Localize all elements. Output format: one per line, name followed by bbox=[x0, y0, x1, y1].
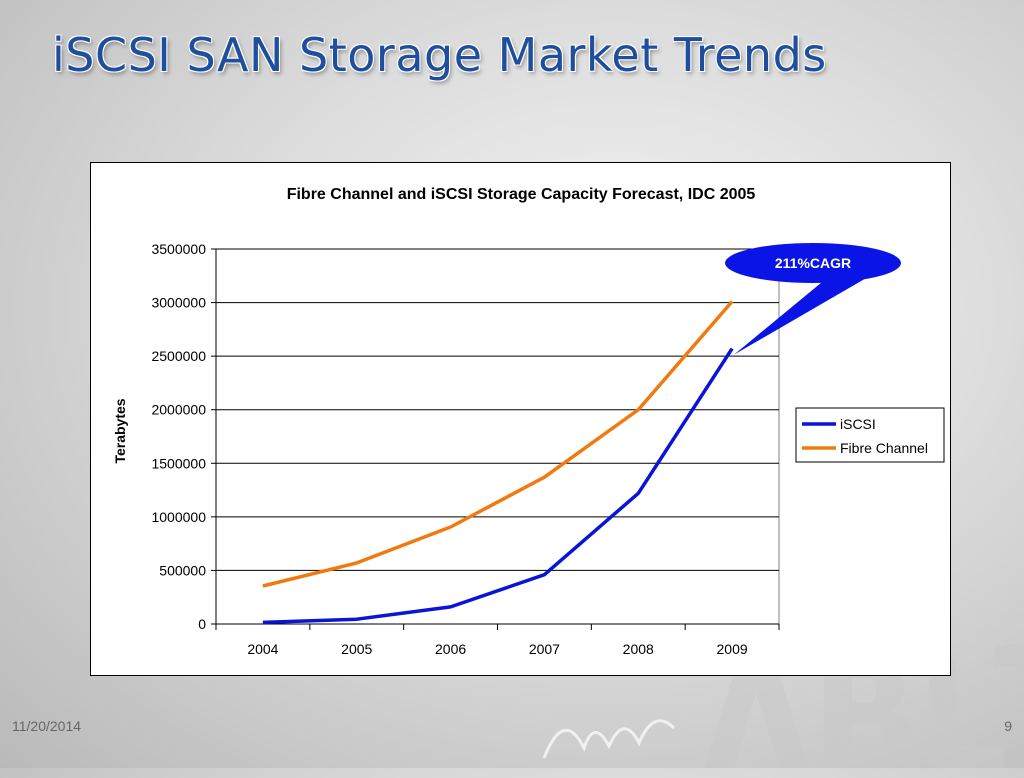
legend-entry: Fibre Channel bbox=[840, 440, 928, 456]
series-lines bbox=[262, 300, 734, 625]
legend-entry: iSCSI bbox=[840, 416, 876, 432]
y-tick-label: 2500000 bbox=[151, 348, 206, 364]
line-chart: Fibre Channel and iSCSI Storage Capacity… bbox=[112, 186, 945, 657]
y-tick-label: 0 bbox=[198, 616, 206, 632]
y-tick-label: 3000000 bbox=[151, 295, 206, 311]
slide-page-number: 9 bbox=[1004, 718, 1012, 734]
gridlines bbox=[215, 248, 780, 625]
slide-date: 11/20/2014 bbox=[12, 718, 82, 734]
x-tick-label: 2006 bbox=[435, 641, 466, 657]
y-tick-label: 1000000 bbox=[151, 509, 206, 525]
y-tick-label: 1500000 bbox=[151, 455, 206, 471]
legend: iSCSI Fibre Channel bbox=[795, 407, 945, 463]
y-tick-label: 500000 bbox=[159, 562, 206, 578]
x-tick-label: 2004 bbox=[247, 641, 278, 657]
chart-frame: Fibre Channel and iSCSI Storage Capacity… bbox=[90, 162, 951, 676]
callout-pointer bbox=[734, 273, 868, 355]
plot-area bbox=[215, 248, 780, 625]
callout-label: 211%CAGR bbox=[775, 255, 851, 271]
cagr-callout: 211%CAGR bbox=[725, 243, 901, 355]
slide-title: iSCSI SAN Storage Market Trends bbox=[52, 28, 827, 82]
legend-box bbox=[795, 407, 945, 463]
callout-bubble bbox=[725, 243, 901, 283]
series-line-iscsi bbox=[262, 347, 734, 625]
x-tick-label: 2009 bbox=[717, 641, 748, 657]
x-tick-label: 2007 bbox=[529, 641, 560, 657]
chart-title: Fibre Channel and iSCSI Storage Capacity… bbox=[287, 186, 756, 203]
x-tick-label: 2005 bbox=[341, 641, 372, 657]
y-axis-label: Terabytes bbox=[112, 398, 128, 463]
y-tick-label: 2000000 bbox=[151, 402, 206, 418]
series-line-fibre-channel bbox=[262, 300, 734, 588]
x-tick-label: 2008 bbox=[623, 641, 654, 657]
axes: 0 500000 1000000 1500000 2000000 2500000 30000… bbox=[151, 241, 780, 657]
y-tick-label: 3500000 bbox=[151, 241, 206, 257]
